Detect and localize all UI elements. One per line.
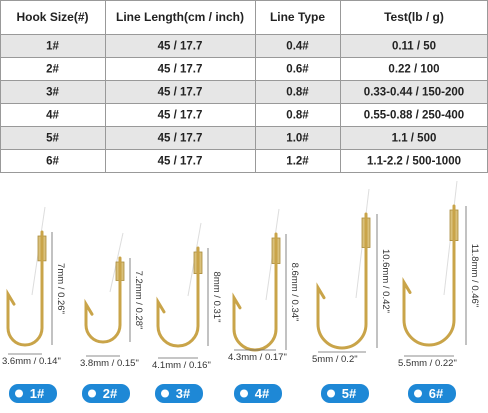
table-cell: 0.33-0.44 / 150-200	[364, 87, 464, 99]
width-label: 5mm / 0.2"	[312, 354, 358, 365]
table-header-cell: Hook Size(#)	[16, 10, 88, 24]
size-badge	[9, 384, 57, 403]
table-row-bg	[0, 149, 488, 172]
badge-dot	[15, 389, 23, 398]
table-cell: 45 / 17.7	[158, 133, 203, 145]
hook	[156, 246, 200, 348]
table-cell: 1.1-2.2 / 500-1000	[367, 156, 461, 168]
table-cell: 0.55-0.88 / 250-400	[364, 110, 464, 122]
length-label: 7.2mm / 0.28"	[133, 271, 144, 330]
hook	[316, 212, 368, 350]
badge-label: 5#	[342, 386, 357, 401]
size-badge	[321, 384, 369, 403]
badge-dot	[88, 389, 96, 398]
table-cell: 0.6#	[286, 64, 309, 76]
badge-label: 2#	[103, 386, 118, 401]
length-label: 8mm / 0.31"	[211, 272, 222, 323]
table-row-bg	[0, 103, 488, 126]
table-row-bg	[0, 57, 488, 80]
table-cell: 1.0#	[286, 133, 309, 145]
table-cell: 6#	[46, 156, 59, 168]
table-cell: 45 / 17.7	[158, 41, 203, 53]
table-header-cell: Test(lb / g)	[384, 10, 444, 24]
table-row-bg	[0, 80, 488, 103]
length-label: 8.6mm / 0.34"	[289, 263, 300, 322]
length-label: 10.6mm / 0.42"	[380, 249, 391, 313]
table-cell: 0.11 / 50	[392, 41, 436, 53]
badge-dot	[161, 389, 169, 398]
size-badge	[408, 384, 456, 403]
badge-dot	[240, 389, 248, 398]
width-label: 4.3mm / 0.17"	[228, 352, 287, 363]
length-label: 7mm / 0.26"	[55, 263, 66, 314]
table-row-bg	[0, 34, 488, 57]
table-row-bg	[0, 126, 488, 149]
size-badge	[234, 384, 282, 403]
hook	[84, 256, 122, 344]
width-label: 3.8mm / 0.15"	[80, 358, 139, 369]
table-header-cell: Line Type	[270, 10, 325, 24]
table-cell: 1.1 / 500	[392, 133, 437, 145]
table-cell: 0.4#	[286, 41, 309, 53]
table-cell: 0.8#	[286, 87, 309, 99]
badge-dot	[414, 389, 422, 398]
table-cell: 45 / 17.7	[158, 87, 203, 99]
table-header-cell: Line Length(cm / inch)	[116, 10, 244, 24]
table-header-bg	[0, 0, 488, 34]
table-cell: 0.22 / 100	[388, 64, 439, 76]
hook	[402, 204, 456, 347]
badge-label: 4#	[255, 386, 270, 401]
badge-label: 6#	[429, 386, 444, 401]
table-cell: 0.8#	[286, 110, 309, 122]
badge-label: 3#	[176, 386, 191, 401]
badge-label: 1#	[30, 386, 45, 401]
table-cell: 1.2#	[286, 156, 309, 168]
table-cell: 1#	[46, 41, 59, 53]
table-cell: 4#	[46, 110, 59, 122]
table-cell: 5#	[46, 133, 59, 145]
length-label: 11.8mm / 0.46"	[469, 244, 480, 307]
width-label: 3.6mm / 0.14"	[2, 356, 61, 367]
table-cell: 3#	[46, 87, 59, 99]
size-badge	[82, 384, 130, 403]
table-cell: 45 / 17.7	[158, 156, 203, 168]
hook	[232, 232, 278, 352]
width-label: 4.1mm / 0.16"	[152, 360, 211, 371]
table-cell: 45 / 17.7	[158, 110, 203, 122]
table-cell: 2#	[46, 64, 59, 76]
table-cell: 45 / 17.7	[158, 64, 203, 76]
hook	[6, 230, 44, 347]
badge-dot	[327, 389, 335, 398]
size-badge	[155, 384, 203, 403]
width-label: 5.5mm / 0.22"	[398, 358, 457, 369]
